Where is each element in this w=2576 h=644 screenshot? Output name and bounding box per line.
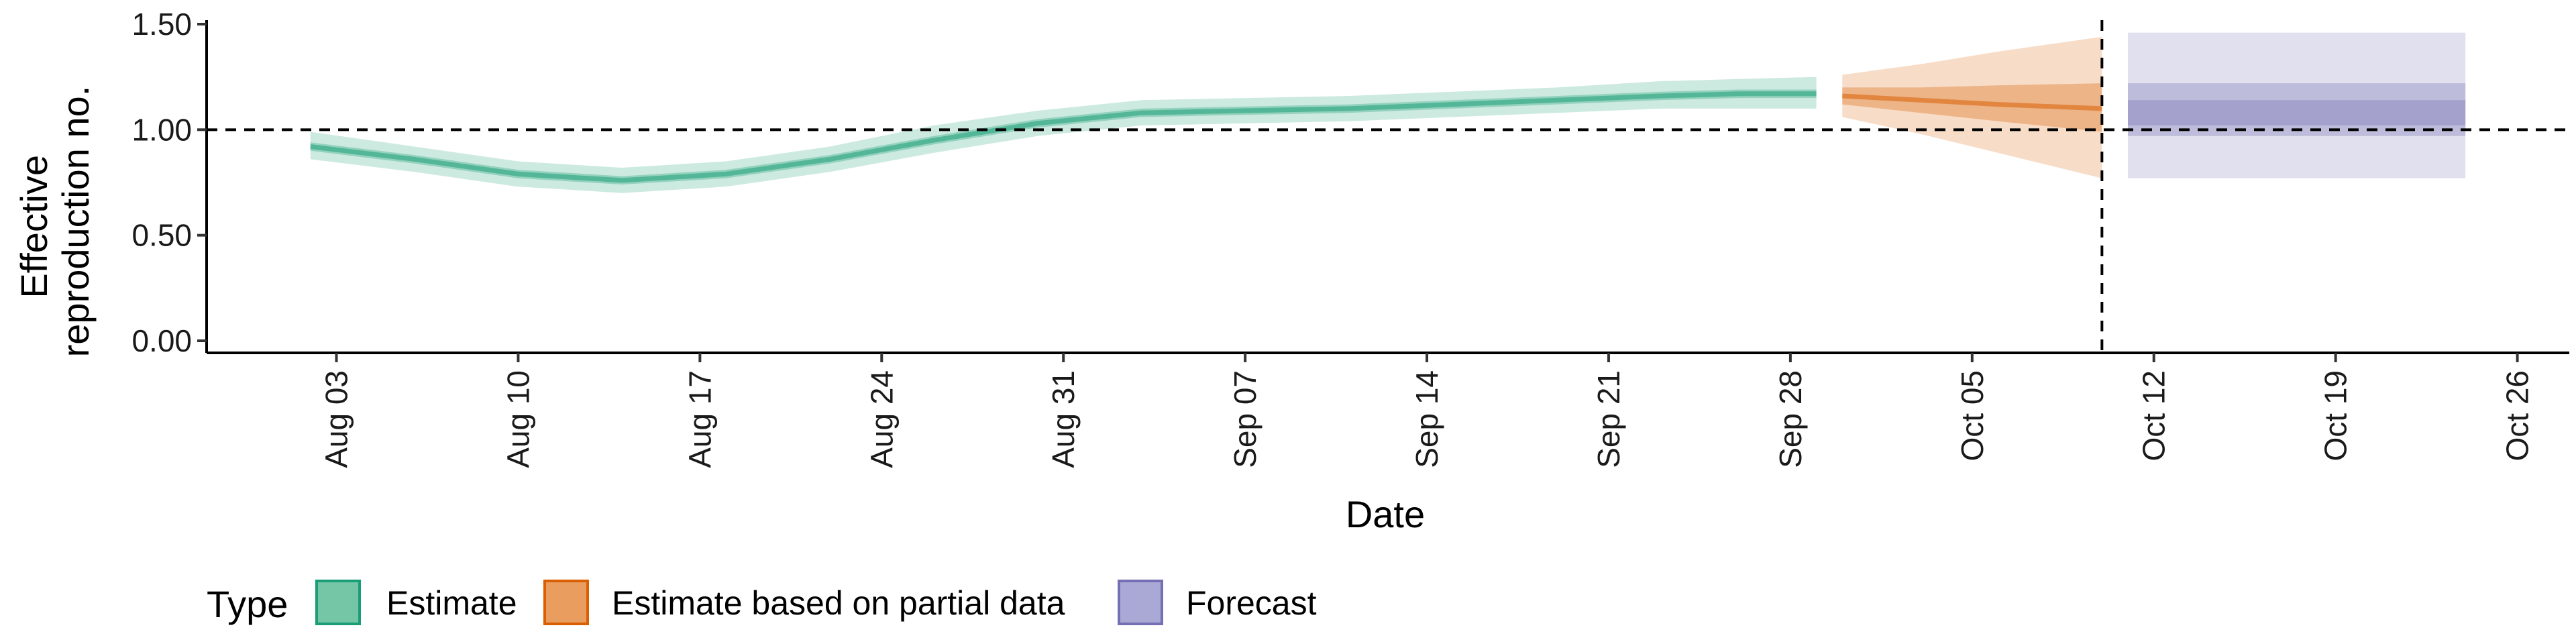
x-tick-label: Aug 31 — [1046, 370, 1081, 468]
y-tick-label: 1.00 — [131, 112, 192, 147]
legend-title: Type — [207, 583, 288, 625]
x-tick-label: Oct 12 — [2137, 370, 2171, 462]
y-tick-label: 0.00 — [131, 323, 192, 358]
estimate-based-on-partial-data-median-line — [1842, 93, 2102, 111]
y-axis-title-line-1: Effective — [13, 155, 55, 299]
x-tick-label: Sep 14 — [1409, 370, 1444, 468]
chart-medians — [310, 91, 2102, 183]
legend: Type Estimate Estimate based on partial d… — [207, 580, 1317, 625]
x-tick-label: Aug 03 — [319, 370, 354, 468]
y-axis-ticks: 0.00 0.50 1.00 1.50 — [131, 7, 207, 358]
legend-swatch — [543, 580, 589, 625]
estimate-median-line — [310, 91, 1817, 183]
estimate-band-50 — [310, 89, 1817, 185]
x-tick-label: Oct 26 — [2500, 370, 2535, 462]
y-axis-title: Effective reproduction no. — [13, 86, 97, 358]
forecast-band-50 — [2128, 83, 2466, 136]
x-tick-label: Sep 28 — [1773, 370, 1808, 468]
chart-bands — [310, 32, 2466, 193]
estimate-based-on-partial-data-band-90 — [1842, 36, 2102, 178]
x-tick-label: Oct 05 — [1955, 370, 1990, 462]
x-tick-label: Aug 17 — [682, 370, 717, 468]
y-tick-label: 1.50 — [131, 7, 192, 42]
legend-item-label: Estimate — [386, 584, 517, 622]
x-tick-label: Aug 10 — [500, 370, 535, 468]
x-axis-ticks: Aug 03 Aug 10 Aug 17 Aug 24 Aug 31 Sep 07 Sep … — [319, 353, 2535, 468]
x-axis-title: Date — [1346, 493, 1425, 535]
chart-axes — [205, 20, 2569, 354]
forecast-band-90 — [2128, 32, 2466, 178]
x-tick-label: Oct 19 — [2318, 370, 2353, 462]
x-tick-label: Sep 07 — [1228, 370, 1263, 468]
y-tick-label: 0.50 — [131, 218, 192, 253]
legend-item-label: Forecast — [1186, 584, 1317, 622]
forecast-band-25 — [2128, 100, 2466, 125]
x-tick-label: Aug 24 — [864, 370, 899, 468]
legend-swatch — [1118, 580, 1163, 625]
x-tick-label: Sep 21 — [1591, 370, 1626, 468]
legend-item-label: Estimate based on partial data — [612, 584, 1065, 622]
legend-swatch — [315, 580, 361, 625]
estimate-based-on-partial-data-band-50 — [1842, 83, 2102, 132]
y-axis-title-line-2: reproduction no. — [54, 86, 97, 358]
